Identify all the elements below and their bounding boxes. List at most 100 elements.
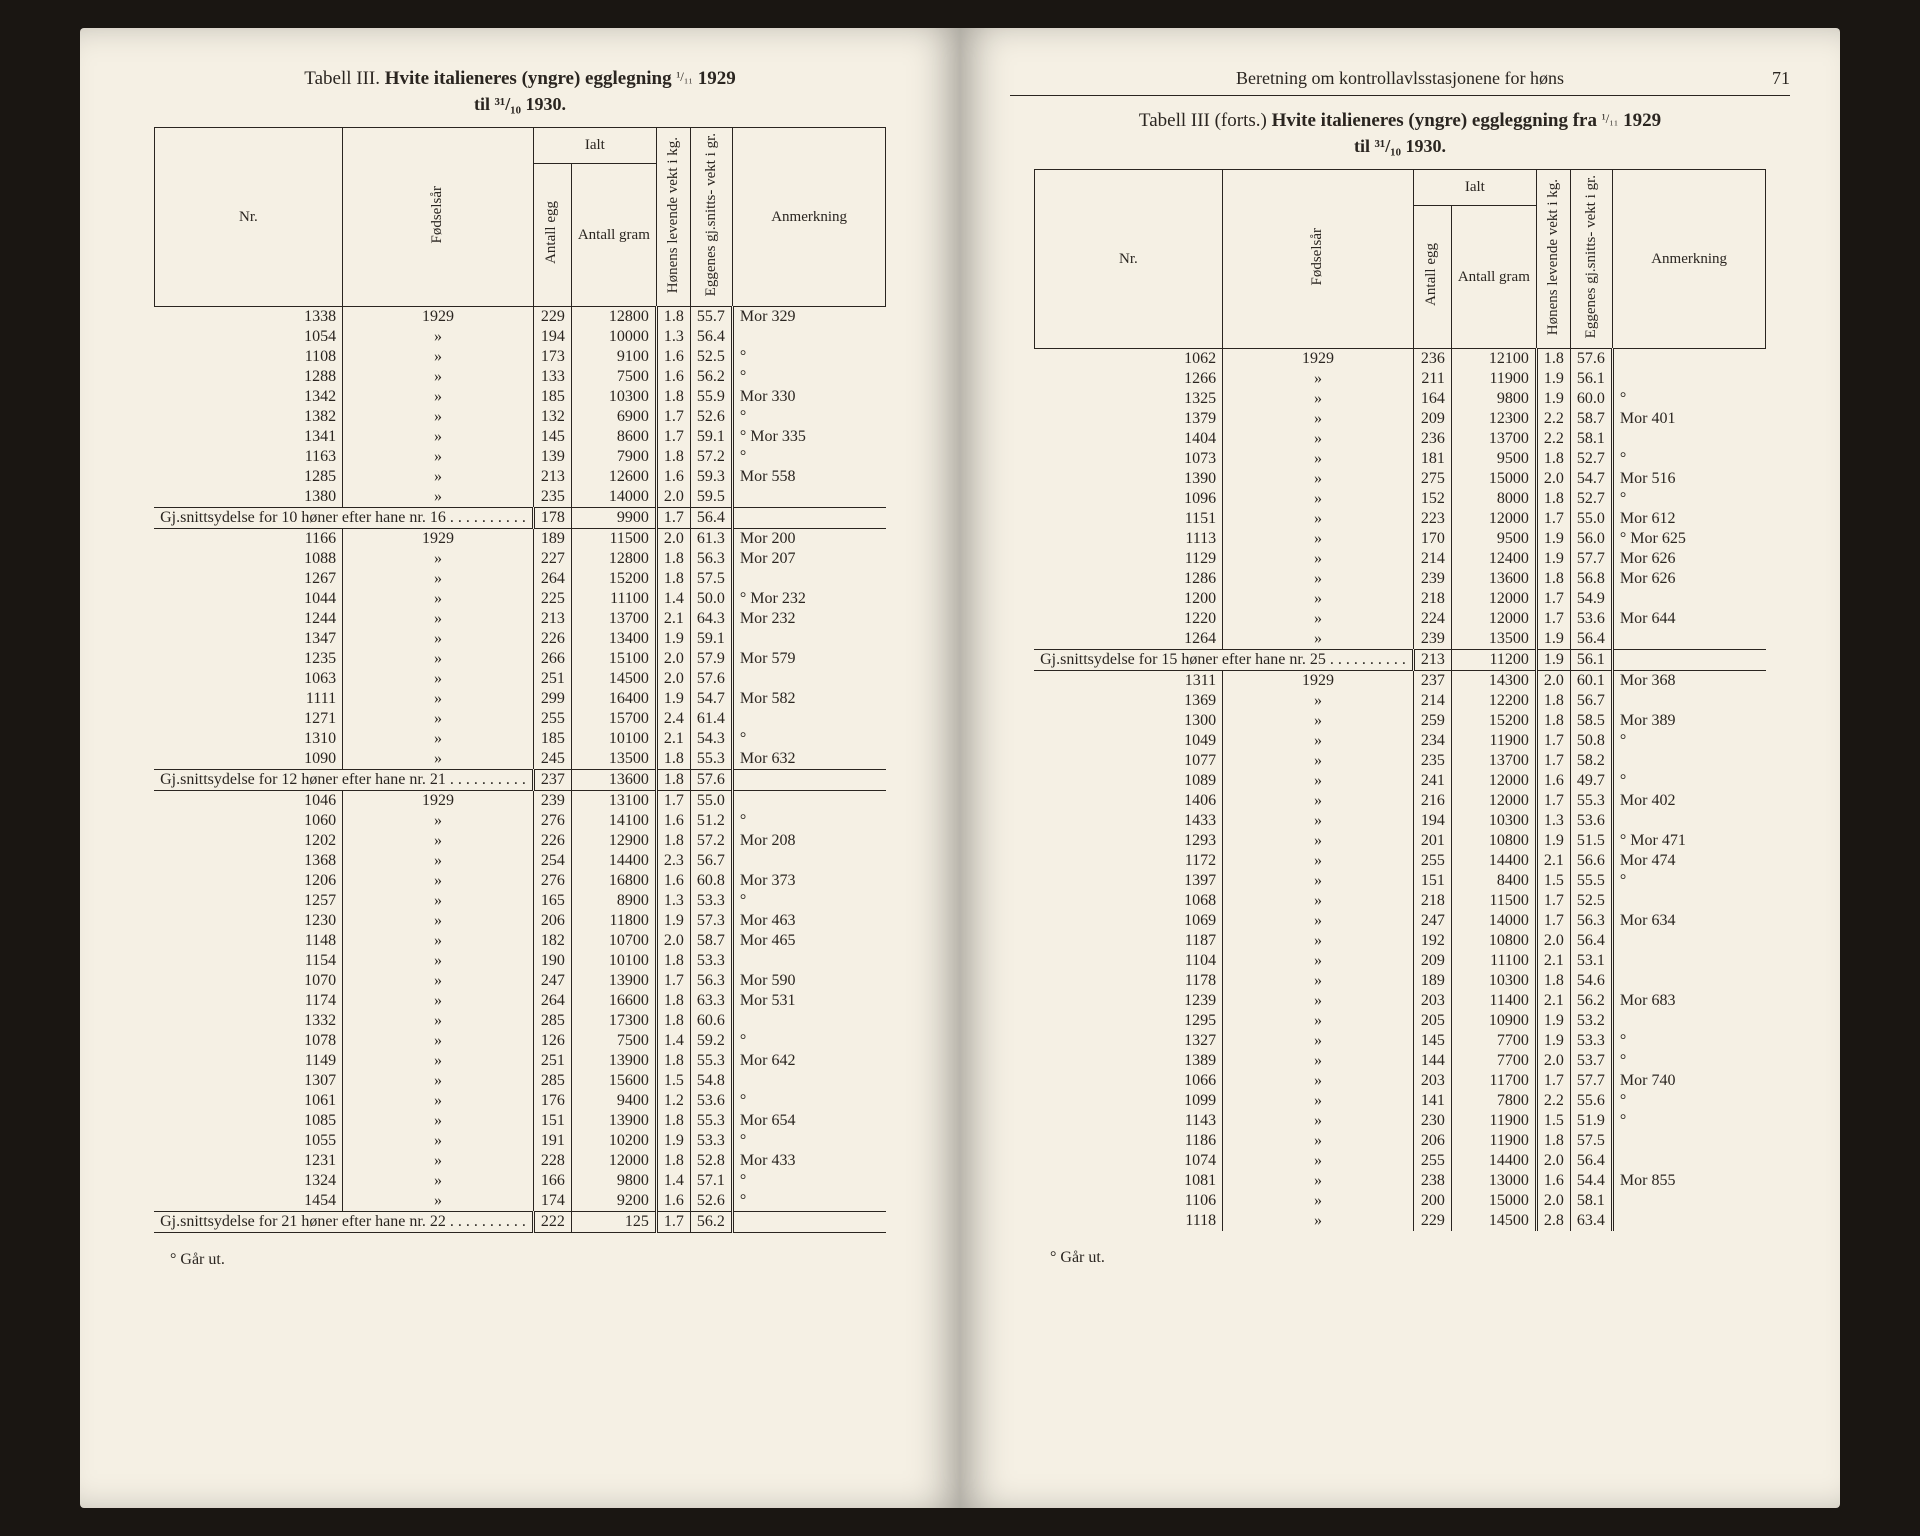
- cell: 236: [1413, 429, 1451, 449]
- table-row: 1307»285156001.554.8: [154, 1071, 886, 1091]
- cell: »: [1223, 751, 1414, 771]
- cell: 53.6: [1570, 811, 1612, 831]
- cell: 151: [1413, 871, 1451, 891]
- cell: 1220: [1034, 609, 1223, 629]
- cell: [732, 629, 886, 649]
- cell: 1.6: [656, 347, 690, 367]
- cell: 53.7: [1570, 1051, 1612, 1071]
- cell: [1612, 349, 1766, 370]
- cell: »: [343, 569, 534, 589]
- cell: 55.3: [1570, 791, 1612, 811]
- cell: »: [1223, 409, 1414, 429]
- cell: »: [1223, 429, 1414, 449]
- running-text: Beretning om kontrollavlsstasjonene for …: [1236, 68, 1564, 88]
- cell: [1612, 1131, 1766, 1151]
- cell: »: [1223, 931, 1414, 951]
- cell: 2.1: [1536, 951, 1570, 971]
- table-row: 1397»15184001.555.5°: [1034, 871, 1766, 891]
- cell: 11900: [1451, 1111, 1536, 1131]
- cell: 1081: [1034, 1171, 1223, 1191]
- table-row: 1077»235137001.758.2: [1034, 751, 1766, 771]
- table-head: Nr. Fødselsår Ialt Hønens levende vekt i…: [1034, 170, 1766, 349]
- cell: [732, 951, 886, 971]
- cell: °: [732, 1171, 886, 1191]
- summary-row: Gj.snittsydelse for 12 høner efter hane …: [154, 770, 886, 791]
- cell: 56.4: [1570, 931, 1612, 951]
- cell: 11100: [1451, 951, 1536, 971]
- table-row: 1288»13375001.656.2°: [154, 367, 886, 387]
- cell: »: [343, 971, 534, 991]
- cell: Mor 579: [732, 649, 886, 669]
- cell: 1929: [1223, 671, 1414, 692]
- right-subtitle: til ³¹/₁₀ 1930.: [1010, 136, 1790, 157]
- cell: [1612, 589, 1766, 609]
- cell: 57.7: [1570, 549, 1612, 569]
- cell: »: [343, 931, 534, 951]
- summary-label: Gj.snittsydelse for 21 høner efter hane …: [154, 1212, 533, 1233]
- cell: Mor 465: [732, 931, 886, 951]
- cell: 10100: [571, 729, 656, 749]
- head-levende: Hønens levende vekt i kg.: [1536, 170, 1570, 349]
- cell: ° Mor 335: [732, 427, 886, 447]
- cell: 1061: [154, 1091, 343, 1111]
- cell: 1062: [1034, 349, 1223, 370]
- cell: 225: [533, 589, 571, 609]
- cell: »: [1223, 811, 1414, 831]
- cell: 52.7: [1570, 449, 1612, 469]
- cell: 223: [1413, 509, 1451, 529]
- cell: 56.6: [1570, 851, 1612, 871]
- cell: 1.7: [1536, 911, 1570, 931]
- cell: Mor 463: [732, 911, 886, 931]
- table-row: 1060»276141001.651.2°: [154, 811, 886, 831]
- table-head: Nr. Fødselsår Ialt Hønens levende vekt i…: [154, 128, 886, 307]
- cell: 1.7: [656, 508, 690, 529]
- cell: 239: [1413, 569, 1451, 589]
- cell: »: [343, 951, 534, 971]
- cell: [1612, 971, 1766, 991]
- cell: 15200: [571, 569, 656, 589]
- cell: 12900: [571, 831, 656, 851]
- table-row: 1380»235140002.059.5: [154, 487, 886, 508]
- cell: »: [343, 367, 534, 387]
- cell: 52.5: [1570, 891, 1612, 911]
- cell: 1.7: [1536, 609, 1570, 629]
- cell: 57.6: [690, 770, 732, 791]
- table-row: 1104»209111002.153.1: [1034, 951, 1766, 971]
- cell: 11100: [571, 589, 656, 609]
- cell: »: [343, 749, 534, 770]
- left-subtitle: til ³¹/₁₀ 1930.: [130, 94, 910, 115]
- cell: 209: [1413, 409, 1451, 429]
- cell: 1.8: [1536, 691, 1570, 711]
- cell: 1163: [154, 447, 343, 467]
- table-row: 1206»276168001.660.8Mor 373: [154, 871, 886, 891]
- head-rule: [1010, 95, 1790, 96]
- cell: 1.8: [1536, 971, 1570, 991]
- cell: 1111: [154, 689, 343, 709]
- cell: 213: [533, 609, 571, 629]
- cell: 60.0: [1570, 389, 1612, 409]
- head-nr: Nr.: [154, 128, 343, 307]
- cell: 11500: [571, 529, 656, 550]
- cell: 2.0: [1536, 1051, 1570, 1071]
- cell: 1.6: [656, 367, 690, 387]
- cell: 1.9: [1536, 389, 1570, 409]
- cell: »: [343, 649, 534, 669]
- cell: 57.5: [690, 569, 732, 589]
- left-title: Tabell III. Hvite italieneres (yngre) eg…: [130, 68, 910, 90]
- cell: 6900: [571, 407, 656, 427]
- cell: »: [1223, 1071, 1414, 1091]
- cell: 1.7: [1536, 1071, 1570, 1091]
- cell: »: [343, 1071, 534, 1091]
- table-row: 1257»16589001.353.3°: [154, 891, 886, 911]
- cell: 56.4: [1570, 629, 1612, 650]
- summary-row: Gj.snittsydelse for 15 høner efter hane …: [1034, 650, 1766, 671]
- subtitle-text: til ³¹/₁₀ 1930.: [474, 94, 566, 114]
- cell: 11400: [1451, 991, 1536, 1011]
- cell: »: [343, 1171, 534, 1191]
- cell: 1327: [1034, 1031, 1223, 1051]
- table-row: 13111929237143002.060.1Mor 368: [1034, 671, 1766, 692]
- cell: 285: [533, 1011, 571, 1031]
- table-row: 1267»264152001.857.5: [154, 569, 886, 589]
- cell: 57.1: [690, 1171, 732, 1191]
- cell: 1.3: [1536, 811, 1570, 831]
